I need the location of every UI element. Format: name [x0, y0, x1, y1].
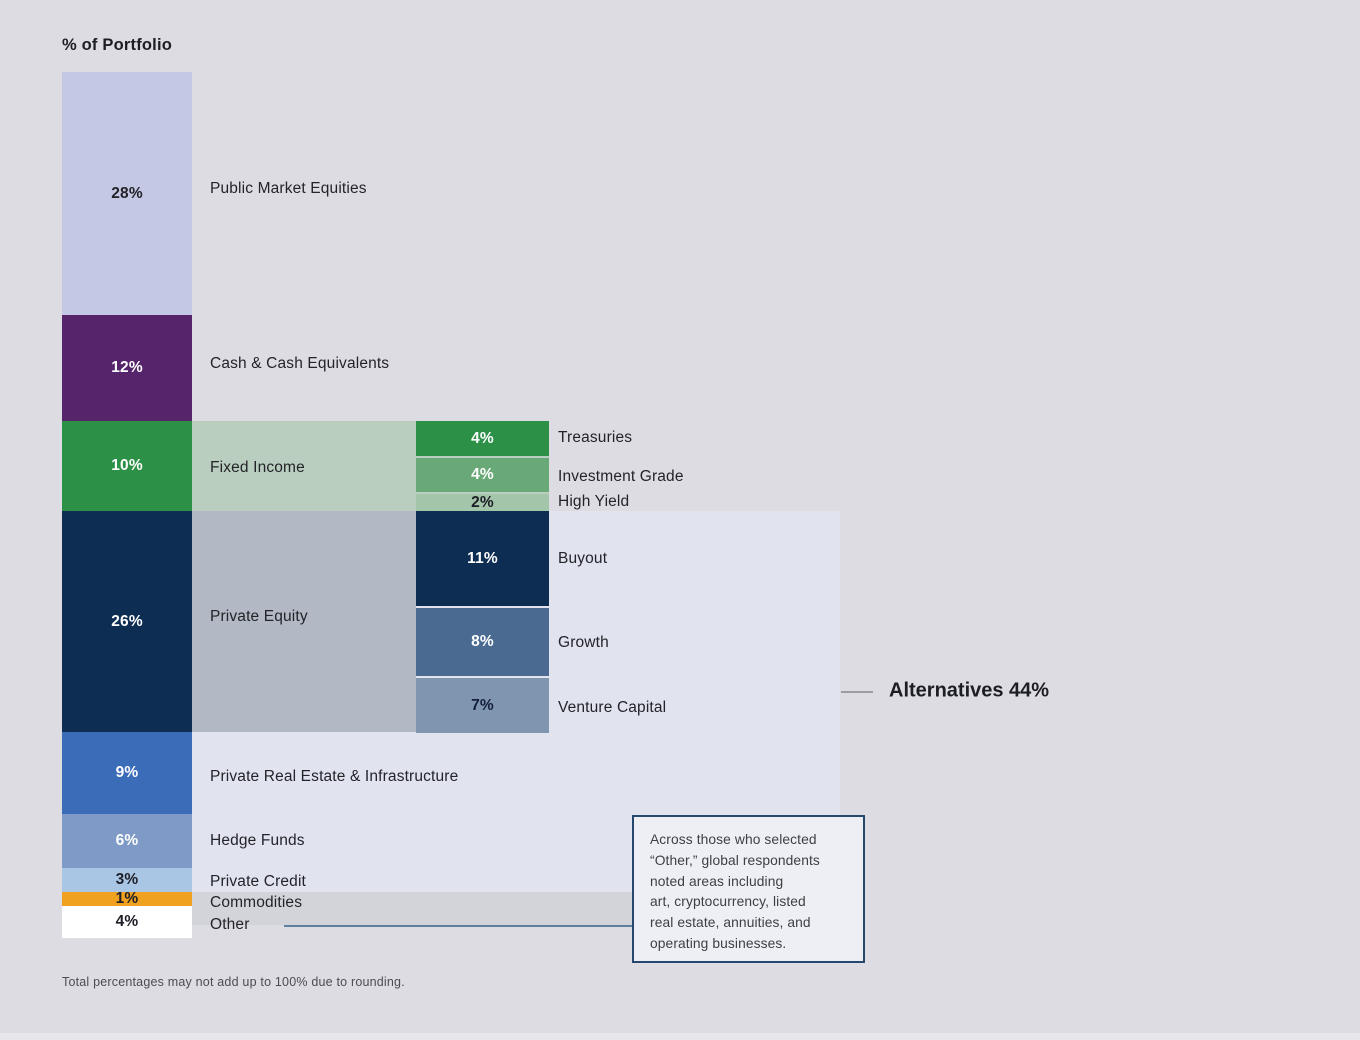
sub-label-investment-grade: Investment Grade: [558, 468, 684, 485]
alternatives-connector-line: [841, 691, 873, 693]
category-label-fixed-income: Fixed Income: [210, 459, 305, 476]
bar-segment-private-credit: 3%: [62, 868, 192, 892]
bar-segment-other: 4%: [62, 906, 192, 938]
sub-label-high-yield: High Yield: [558, 493, 630, 510]
sub-bar-treasuries: 4%: [416, 421, 549, 456]
bar-segment-cash-cash-equivalents: 12%: [62, 315, 192, 421]
footnote: Total percentages may not add up to 100%…: [62, 975, 405, 989]
category-label-private-real-estate-infrastructure: Private Real Estate & Infrastructure: [210, 768, 459, 785]
sub-bar-growth: 8%: [416, 608, 549, 676]
other-callout-text: Across those who selected “Other,” globa…: [650, 832, 820, 951]
bar-segment-private-equity: 26%: [62, 511, 192, 732]
other-connector-line: [284, 925, 632, 927]
bar-segment-commodities: 1%: [62, 891, 192, 907]
bar-segment-hedge-funds: 6%: [62, 814, 192, 868]
sub-bar-high-yield: 2%: [416, 494, 549, 511]
bar-segment-public-market-equities: 28%: [62, 72, 192, 315]
category-label-commodities: Commodities: [210, 894, 303, 911]
sub-bar-venture-capital: 7%: [416, 678, 549, 733]
category-label-hedge-funds: Hedge Funds: [210, 832, 305, 849]
other-callout-box: Across those who selected “Other,” globa…: [632, 815, 865, 963]
page-bottom-strip: [0, 1033, 1360, 1040]
chart-title: % of Portfolio: [62, 36, 173, 54]
sub-label-treasuries: Treasuries: [558, 429, 633, 446]
connector-region-private-equity: [192, 511, 416, 732]
category-label-other: Other: [210, 916, 250, 933]
sub-bar-investment-grade: 4%: [416, 458, 549, 492]
sub-label-venture-capital: Venture Capital: [558, 699, 667, 716]
bar-segment-private-real-estate-infrastructure: 9%: [62, 732, 192, 814]
category-label-public-market-equities: Public Market Equities: [210, 180, 367, 197]
category-label-private-credit: Private Credit: [210, 873, 306, 890]
sub-label-buyout: Buyout: [558, 550, 608, 567]
bar-segment-fixed-income: 10%: [62, 421, 192, 511]
category-label-cash-cash-equivalents: Cash & Cash Equivalents: [210, 355, 390, 372]
alternatives-label: Alternatives 44%: [889, 679, 1050, 702]
sub-bar-buyout: 11%: [416, 511, 549, 606]
category-label-private-equity: Private Equity: [210, 608, 308, 625]
sub-label-growth: Growth: [558, 634, 609, 651]
